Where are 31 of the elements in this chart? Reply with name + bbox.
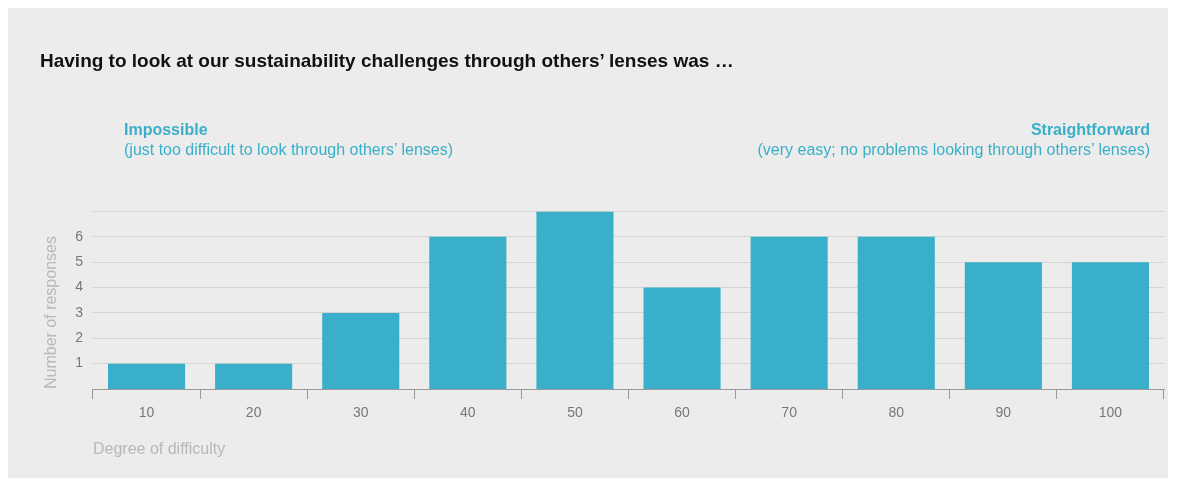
x-tick-label: 10 [138, 404, 155, 421]
y-tick-label: 3 [75, 303, 84, 320]
bar [429, 236, 507, 389]
bar [643, 287, 721, 389]
x-tick-label: 30 [352, 404, 369, 421]
x-tick-label: 70 [781, 404, 798, 421]
text: (just too difficult to look through others’ lenses) [124, 140, 455, 160]
text: Straightforward [1029, 120, 1150, 140]
y-tick-label: 5 [75, 253, 84, 269]
x-tick-label: 20 [245, 404, 262, 421]
y-tick-label: 6 [75, 227, 84, 244]
bar [322, 312, 400, 389]
bar [964, 262, 1042, 389]
bar [750, 236, 828, 389]
y-tick-label: 4 [75, 278, 84, 295]
bar [536, 211, 614, 389]
bar [857, 236, 935, 389]
x-tick-label: 100 [1098, 404, 1123, 421]
bar [107, 363, 186, 389]
y-tick-label: 1 [75, 354, 84, 371]
text: (very easy; no problems looking through others’ lenses) [756, 140, 1150, 160]
x-tick-label: 60 [674, 404, 691, 421]
text: Impossible [124, 120, 209, 140]
x-tick-label: 40 [460, 404, 476, 421]
chart-title: Having to look at our sustainability challenges through others’ lenses was … [40, 50, 734, 72]
y-tick-label: 2 [75, 329, 84, 346]
x-tick-label: 50 [567, 404, 583, 421]
x-tick-label: 90 [995, 404, 1012, 421]
x-tick-label: 80 [888, 404, 905, 421]
bar [215, 363, 293, 389]
bar [1071, 262, 1150, 389]
